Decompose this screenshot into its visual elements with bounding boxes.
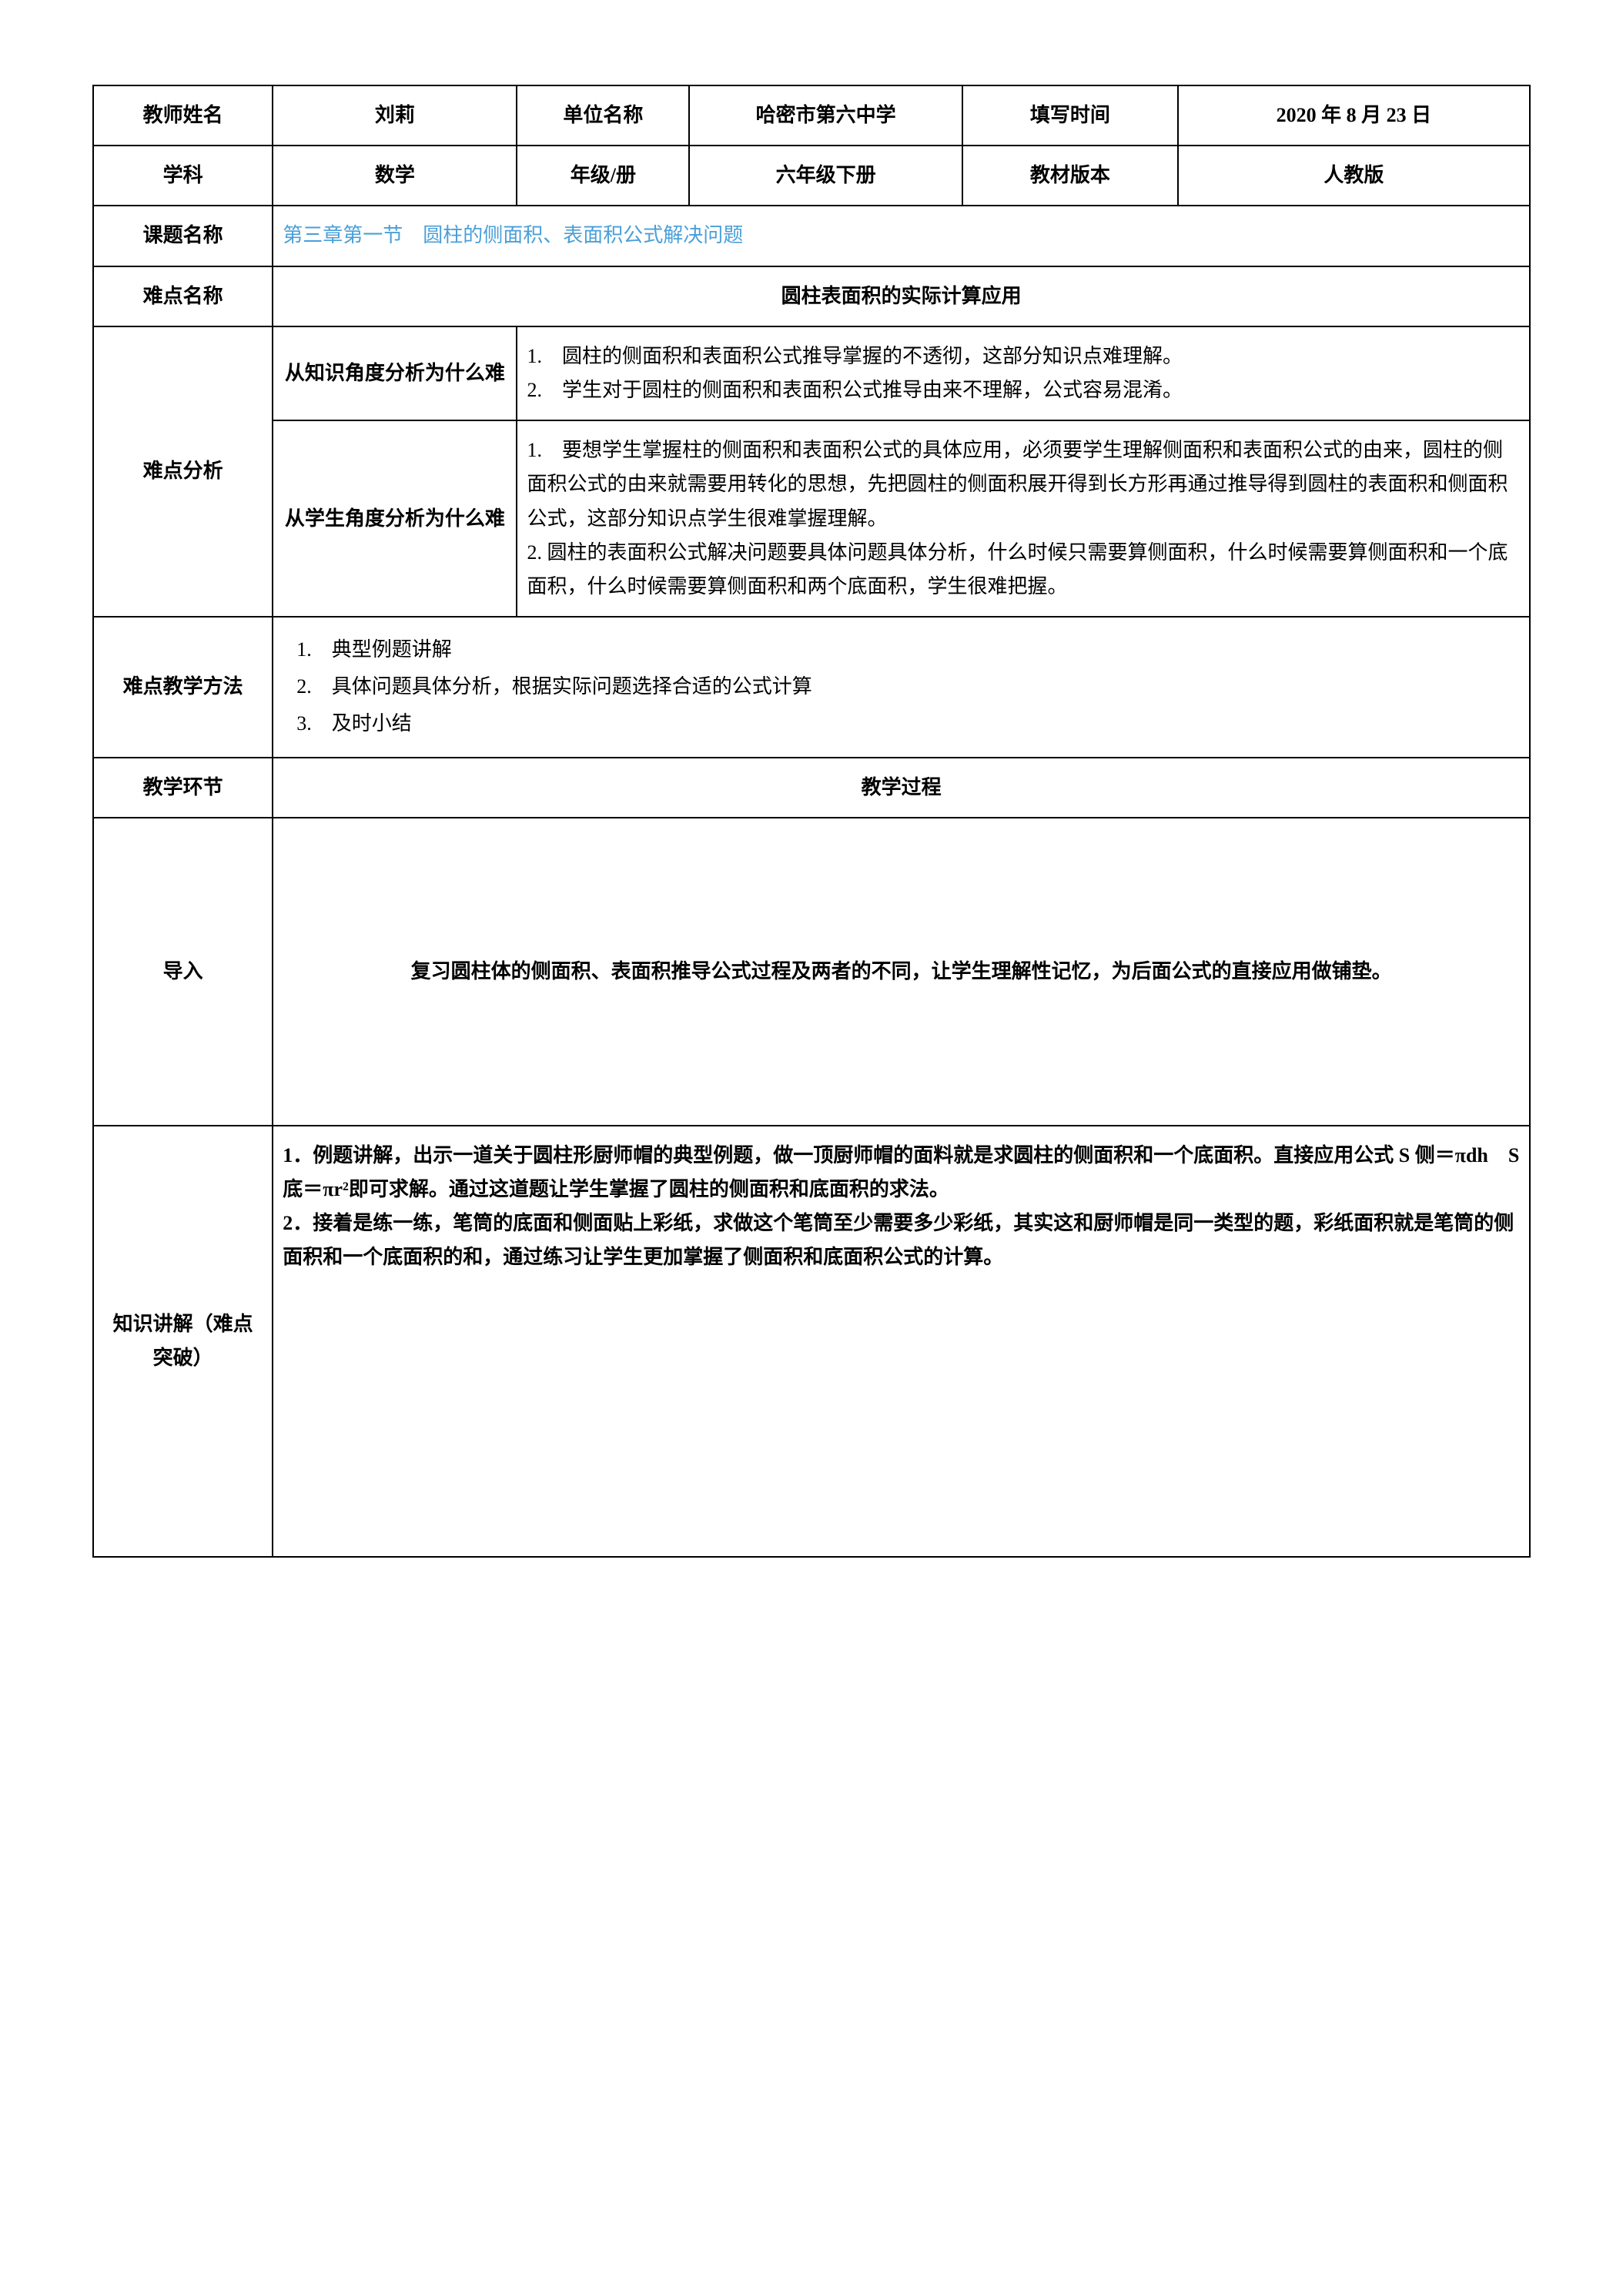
row-topic: 课题名称 第三章第一节 圆柱的侧面积、表面积公式解决问题	[93, 206, 1530, 266]
student-line-1: 1. 要想学生掌握柱的侧面积和表面积公式的具体应用，必须要学生理解侧面积和表面积…	[527, 433, 1520, 536]
knowledge-angle-label: 从知识角度分析为什么难	[273, 326, 517, 420]
grade-label: 年级/册	[517, 146, 689, 206]
row-diff-name: 难点名称 圆柱表面积的实际计算应用	[93, 266, 1530, 326]
fill-time: 2020 年 8 月 23 日	[1178, 85, 1530, 146]
method-content: 1. 典型例题讲解 2. 具体问题具体分析，根据实际问题选择合适的公式计算 3.…	[273, 617, 1530, 758]
knowledge-line-1: 1. 圆柱的侧面积和表面积公式推导掌握的不透彻，这部分知识点难理解。	[527, 340, 1520, 373]
method-1: 1. 典型例题讲解	[296, 633, 1520, 667]
row-method: 难点教学方法 1. 典型例题讲解 2. 具体问题具体分析，根据实际问题选择合适的…	[93, 617, 1530, 758]
topic-label: 课题名称	[93, 206, 273, 266]
row-analysis-student: 从学生角度分析为什么难 1. 要想学生掌握柱的侧面积和表面积公式的具体应用，必须…	[93, 420, 1530, 617]
textbook-label: 教材版本	[962, 146, 1178, 206]
student-angle-label: 从学生角度分析为什么难	[273, 420, 517, 617]
row-analysis-knowledge: 难点分析 从知识角度分析为什么难 1. 圆柱的侧面积和表面积公式推导掌握的不透彻…	[93, 326, 1530, 420]
subject: 数学	[273, 146, 517, 206]
teacher-name: 刘莉	[273, 85, 517, 146]
fill-time-label: 填写时间	[962, 85, 1178, 146]
intro-text: 复习圆柱体的侧面积、表面积推导公式过程及两者的不同，让学生理解性记忆，为后面公式…	[273, 818, 1530, 1126]
method-3: 3. 及时小结	[296, 707, 1520, 741]
row-subject: 学科 数学 年级/册 六年级下册 教材版本 人教版	[93, 146, 1530, 206]
explain-content: 1．例题讲解，出示一道关于圆柱形厨师帽的典型例题，做一顶厨师帽的面料就是求圆柱的…	[273, 1126, 1530, 1557]
knowledge-line-2: 2. 学生对于圆柱的侧面积和表面积公式推导由来不理解，公式容易混淆。	[527, 373, 1520, 407]
grade: 六年级下册	[689, 146, 962, 206]
method-label: 难点教学方法	[93, 617, 273, 758]
student-line-2: 2. 圆柱的表面积公式解决问题要具体问题具体分析，什么时候只需要算侧面积，什么时…	[527, 536, 1520, 604]
method-2: 2. 具体问题具体分析，根据实际问题选择合适的公式计算	[296, 670, 1520, 704]
row-intro: 导入 复习圆柱体的侧面积、表面积推导公式过程及两者的不同，让学生理解性记忆，为后…	[93, 818, 1530, 1126]
env-label: 教学环节	[93, 758, 273, 818]
subject-label: 学科	[93, 146, 273, 206]
row-explain: 知识讲解（难点突破） 1．例题讲解，出示一道关于圆柱形厨师帽的典型例题，做一顶厨…	[93, 1126, 1530, 1557]
explain-line-1: 1．例题讲解，出示一道关于圆柱形厨师帽的典型例题，做一顶厨师帽的面料就是求圆柱的…	[283, 1139, 1520, 1207]
row-process-header: 教学环节 教学过程	[93, 758, 1530, 818]
topic-text: 第三章第一节 圆柱的侧面积、表面积公式解决问题	[283, 224, 743, 246]
intro-label: 导入	[93, 818, 273, 1126]
process-label: 教学过程	[273, 758, 1530, 818]
lesson-plan-table: 教师姓名 刘莉 单位名称 哈密市第六中学 填写时间 2020 年 8 月 23 …	[92, 85, 1531, 1558]
diff-name: 圆柱表面积的实际计算应用	[273, 266, 1530, 326]
explain-line-2: 2．接着是练一练，笔筒的底面和侧面贴上彩纸，求做这个笔筒至少需要多少彩纸，其实这…	[283, 1207, 1520, 1274]
diff-name-label: 难点名称	[93, 266, 273, 326]
student-angle-content: 1. 要想学生掌握柱的侧面积和表面积公式的具体应用，必须要学生理解侧面积和表面积…	[517, 420, 1530, 617]
explain-label: 知识讲解（难点突破）	[93, 1126, 273, 1557]
row-teacher: 教师姓名 刘莉 单位名称 哈密市第六中学 填写时间 2020 年 8 月 23 …	[93, 85, 1530, 146]
unit-name: 哈密市第六中学	[689, 85, 962, 146]
topic-cell: 第三章第一节 圆柱的侧面积、表面积公式解决问题	[273, 206, 1530, 266]
teacher-name-label: 教师姓名	[93, 85, 273, 146]
textbook: 人教版	[1178, 146, 1530, 206]
knowledge-angle-content: 1. 圆柱的侧面积和表面积公式推导掌握的不透彻，这部分知识点难理解。 2. 学生…	[517, 326, 1530, 420]
analysis-label: 难点分析	[93, 326, 273, 617]
unit-label: 单位名称	[517, 85, 689, 146]
